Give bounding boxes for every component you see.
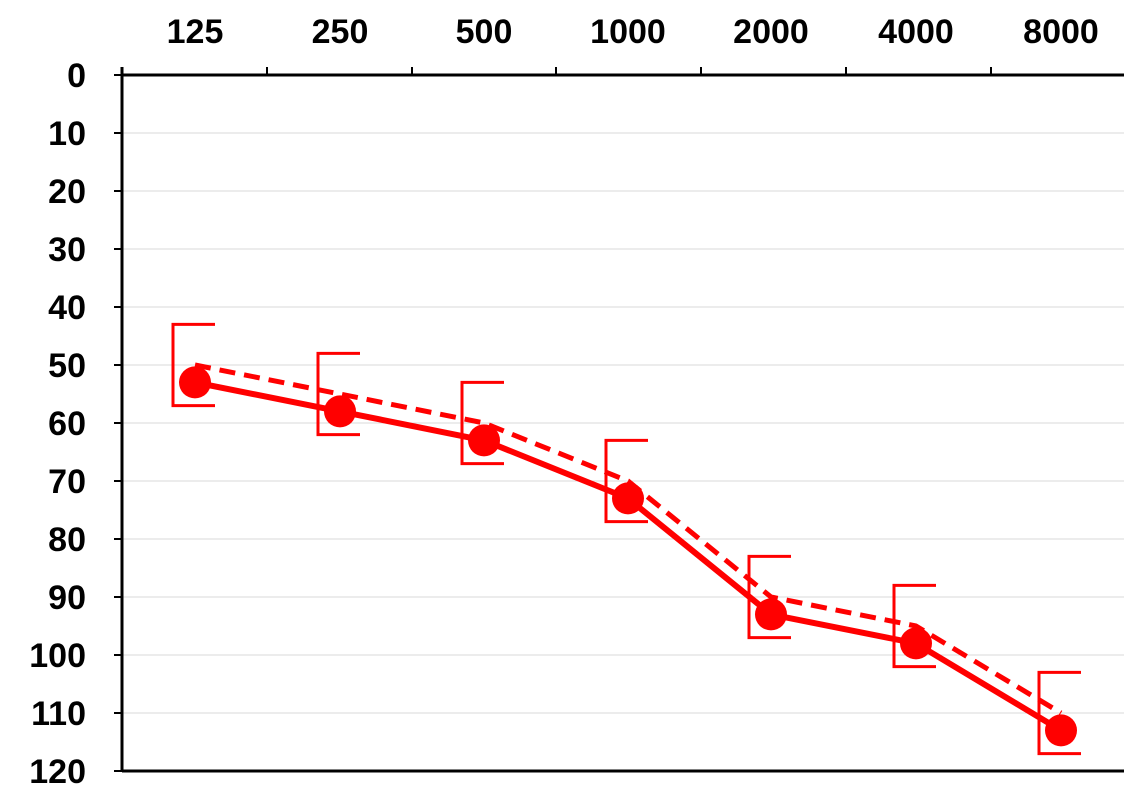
x-tick-label: 125	[167, 13, 224, 51]
label-layer: 0 10 20 30 40 50 60 70 80 90 100 110 120 125 250 500 100…	[29, 13, 1099, 787]
y-tick-label: 80	[48, 521, 86, 559]
y-tick-label: 120	[29, 753, 86, 787]
y-tick-label: 60	[48, 405, 86, 443]
bracket-marker-1000	[604, 438, 648, 524]
bracket-marker-2000	[747, 554, 791, 640]
bracket-marker-8000	[1037, 670, 1081, 756]
x-tick-label: 2000	[733, 13, 809, 51]
y-tick-label: 100	[29, 637, 86, 675]
y-tick-label: 110	[31, 695, 86, 733]
y-tick-label: 90	[48, 579, 86, 617]
circle-marker-1000	[612, 482, 644, 515]
bracket-marker-250	[316, 351, 360, 437]
x-tick-label: 250	[312, 13, 369, 51]
circle-marker-8000	[1045, 714, 1077, 747]
x-tick-label: 1000	[590, 13, 666, 51]
circle-marker-4000	[900, 627, 932, 660]
grid-layer	[122, 132, 1124, 714]
circle-marker-2000	[755, 598, 787, 631]
y-tick-label: 0	[67, 57, 86, 95]
circle-marker-250	[324, 395, 356, 428]
y-tick-label: 50	[48, 347, 86, 385]
circle-marker-125	[179, 366, 211, 399]
bracket-marker-500	[460, 380, 504, 466]
axis-layer	[114, 67, 1124, 773]
y-tick-label: 10	[48, 115, 86, 153]
series-layer	[171, 322, 1081, 756]
bracket-marker-4000	[892, 583, 936, 669]
x-tick-label: 4000	[878, 13, 954, 51]
x-tick-label: 500	[456, 13, 513, 51]
series-dashed-line	[194, 362, 1063, 716]
bracket-marker-125	[171, 322, 215, 408]
y-tick-label: 30	[48, 231, 86, 269]
y-tick-label: 20	[48, 173, 86, 211]
y-tick-label: 70	[48, 463, 86, 501]
x-tick-label: 8000	[1023, 13, 1099, 51]
y-tick-label: 40	[48, 289, 86, 327]
circle-marker-500	[468, 424, 500, 457]
